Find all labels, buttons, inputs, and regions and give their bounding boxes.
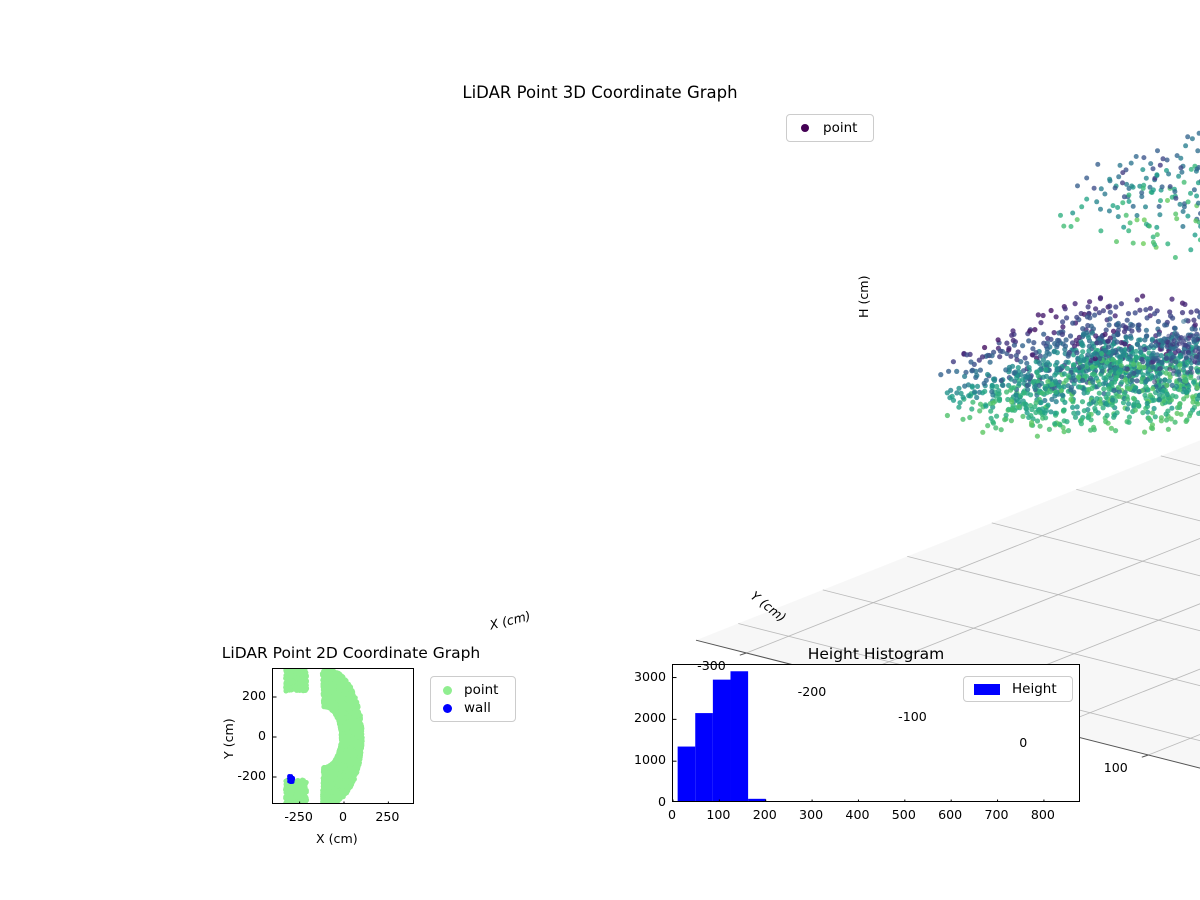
histogram-xtick: 500 [892,807,916,822]
plot2d-ylabel: Y (cm) [221,718,236,759]
legend-item-wall: wall [437,700,509,716]
plot3d-xlabel: X (cm) [488,608,532,633]
plot3d-title: LiDAR Point 3D Coordinate Graph [0,83,1200,102]
legend-item-height: Height [970,681,1066,697]
histogram-ytick: 0 [658,794,666,809]
legend-item-point: point [437,682,509,698]
plot2d-axes[interactable] [272,668,414,804]
plot2d-ytick: 200 [242,688,266,703]
histogram-xtick: 800 [1031,807,1055,822]
plot3d-axes[interactable] [380,105,850,605]
plot3d-xtick: -200 [798,684,827,699]
histogram-xtick: 600 [938,807,962,822]
legend-label: Height [1012,681,1057,697]
legend-label: point [464,682,498,698]
plot3d-zlabel: H (cm) [856,276,871,319]
height-patch-icon [974,684,1000,695]
plot2d-ytick: 0 [258,728,266,743]
wall-marker-icon [443,704,452,713]
histogram-title: Height Histogram [726,645,1026,663]
histogram-xtick: 400 [845,807,869,822]
plot3d-xtick: 0 [1019,735,1027,750]
plot2d-xtick: -250 [284,809,313,824]
histogram-xtick: 700 [985,807,1009,822]
point-marker-icon [801,124,809,132]
histogram-xtick: 200 [753,807,777,822]
plot2d-xlabel: X (cm) [316,831,358,846]
plot2d-canvas [273,669,414,804]
plot2d-title: LiDAR Point 2D Coordinate Graph [206,644,496,662]
plot3d-xtick: -100 [898,709,927,724]
histogram-xtick: 0 [668,807,676,822]
plot3d-xtick: 100 [1104,760,1128,775]
plot2d-xtick: 250 [375,809,399,824]
histogram-ytick: 1000 [634,752,666,767]
legend-item-point: point [795,120,865,136]
histogram-ytick: 2000 [634,710,666,725]
plot2d-ytick: -200 [237,768,266,783]
plot3d-xtick: -300 [697,658,726,673]
legend-label: wall [464,700,491,716]
histogram-xtick: 100 [706,807,730,822]
plot3d-legend[interactable]: point [786,114,874,142]
plot2d-xtick: 0 [339,809,347,824]
histogram-ytick: 3000 [634,669,666,684]
plot2d-legend[interactable]: point wall [430,676,516,722]
legend-label: point [823,120,857,136]
histogram-legend[interactable]: Height [963,676,1073,702]
plot3d-canvas [380,105,850,605]
point-marker-icon [443,686,452,695]
histogram-xtick: 300 [799,807,823,822]
